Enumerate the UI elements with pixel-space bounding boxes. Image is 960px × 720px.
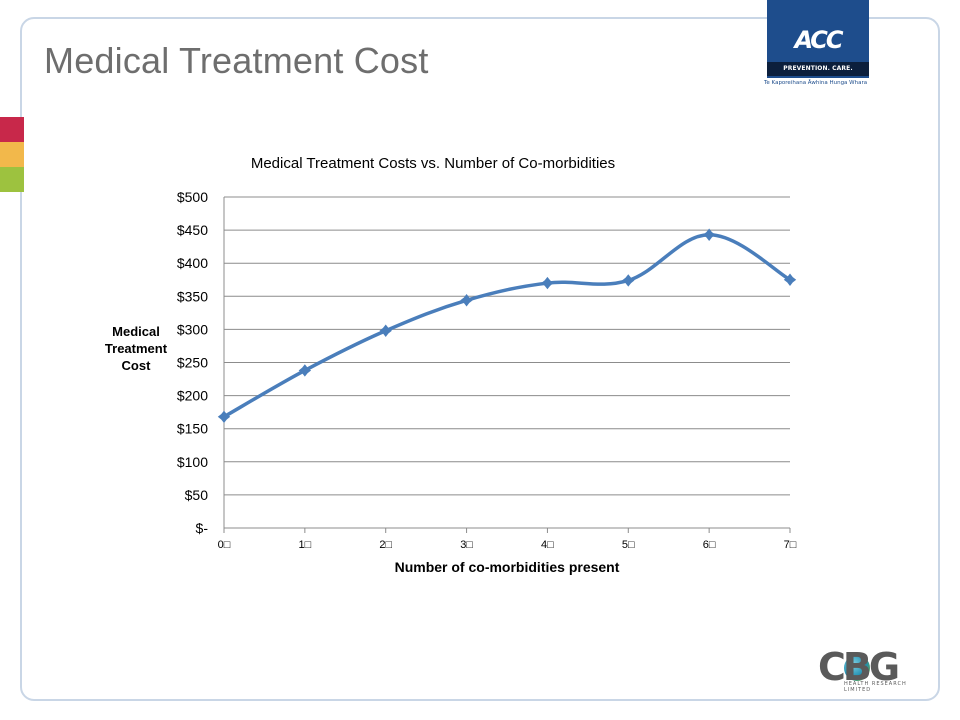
accent-stripes <box>0 117 24 192</box>
accent-stripe-red <box>0 117 24 142</box>
x-axis-label: Number of co-morbidities present <box>395 559 620 575</box>
cbg-logo-mark: CBG <box>818 645 900 689</box>
accent-stripe-green <box>0 167 24 192</box>
data-point <box>460 294 473 307</box>
data-points <box>217 228 797 423</box>
series-line-path <box>222 232 792 419</box>
series-line <box>222 232 792 419</box>
accent-stripe-yellow <box>0 142 24 167</box>
y-tick-label: $450 <box>177 222 208 238</box>
chart-title: Medical Treatment Costs vs. Number of Co… <box>251 155 615 172</box>
data-point <box>541 276 554 290</box>
y-axis-label-line: Medical <box>112 324 160 339</box>
acc-logo: ACC PREVENTION. CARE. RECOVERY. Te Kapor… <box>750 0 870 98</box>
y-tick-labels: $- $50 $100 $150 $200 $250 $300 $350 $400 $450 $50… <box>177 189 208 536</box>
slide-frame <box>20 17 940 701</box>
acc-logo-tagline: PREVENTION. CARE. RECOVERY. <box>767 62 869 86</box>
x-tick-label: 0□ <box>218 539 231 551</box>
y-tick-label: $300 <box>177 321 208 337</box>
data-point <box>217 410 231 423</box>
data-point <box>379 324 392 337</box>
acc-logo-box: ACC PREVENTION. CARE. RECOVERY. <box>767 0 869 86</box>
x-tick-label: 3□ <box>460 539 473 551</box>
y-tick-label: $200 <box>177 388 208 404</box>
x-tick-label: 7□ <box>784 539 797 551</box>
y-tick-label: $400 <box>177 255 208 271</box>
data-point <box>702 228 716 241</box>
cbg-logo: CBG HEALTH RESEARCH LIMITED <box>812 645 932 695</box>
x-tick-label: 6□ <box>703 539 716 551</box>
y-axis-label-line: Treatment <box>105 341 168 356</box>
slide-title: Medical Treatment Cost <box>44 40 429 81</box>
y-axis-label-line: Cost <box>122 358 152 373</box>
y-tick-label: $100 <box>177 454 208 470</box>
acc-logo-maori-text: Te Kaporeihana Āwhina Hunga Whara <box>764 80 868 86</box>
y-tick-label: $350 <box>177 288 208 304</box>
gridlines <box>224 196 790 496</box>
x-tick-label: 2□ <box>379 539 392 551</box>
x-tick-label: 5□ <box>622 539 635 551</box>
data-point <box>783 273 797 286</box>
x-tick-labels: 0□ 1□ 2□ 3□ 4□ 5□ 6□ 7□ <box>218 528 797 551</box>
globe-icon <box>844 655 870 681</box>
y-tick-label: $150 <box>177 421 208 437</box>
y-tick-label: $50 <box>185 487 209 503</box>
data-point <box>298 364 312 377</box>
acc-logo-mark: ACC <box>794 26 843 54</box>
y-tick-label: $250 <box>177 355 208 371</box>
y-axis-label: Medical Treatment Cost <box>105 324 168 373</box>
x-tick-label: 4□ <box>541 539 554 551</box>
axes <box>223 197 790 529</box>
y-tick-label: $- <box>196 520 209 536</box>
y-tick-label: $500 <box>177 189 208 205</box>
cbg-logo-subtitle: HEALTH RESEARCH LIMITED <box>844 681 907 693</box>
data-point <box>622 274 635 287</box>
x-tick-label: 1□ <box>298 539 311 551</box>
